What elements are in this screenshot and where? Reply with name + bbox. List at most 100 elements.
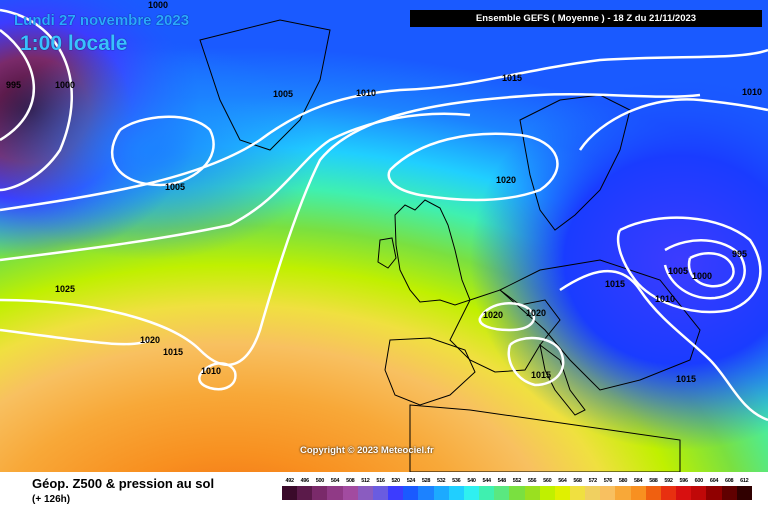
isobar-label: 1015 <box>605 279 625 289</box>
scale-label: 520 <box>391 478 401 484</box>
scale-label: 548 <box>497 478 507 484</box>
scale-swatch <box>418 486 434 500</box>
scale-swatch <box>494 486 510 500</box>
scale-label: 496 <box>300 478 310 484</box>
isobar-label: 1010 <box>356 88 376 98</box>
map-title: Géop. Z500 & pression au sol <box>32 476 215 491</box>
scale-label: 576 <box>603 478 613 484</box>
scale-label: 544 <box>482 478 491 484</box>
isobar-1000-west <box>0 8 74 192</box>
scale-label: 504 <box>330 478 340 484</box>
coastlines <box>199 19 701 472</box>
scale-swatch <box>524 486 540 500</box>
scale-swatch <box>433 486 449 500</box>
scale-label: 492 <box>285 478 294 484</box>
scale-label: 560 <box>543 478 552 484</box>
scale-bar <box>282 486 752 500</box>
scale-label: 508 <box>346 478 355 484</box>
scale-label: 568 <box>573 478 582 484</box>
scale-swatch <box>297 486 313 500</box>
isobar-label: 1005 <box>165 182 185 192</box>
scale-swatch <box>342 486 358 500</box>
isobar-1020-west <box>0 328 151 346</box>
isobar-label: 1015 <box>531 370 551 380</box>
scale-label: 604 <box>709 478 719 484</box>
scale-swatch <box>736 486 752 500</box>
isobar-label: 1010 <box>742 87 762 97</box>
scale-swatch <box>282 486 298 500</box>
scale-label: 592 <box>664 478 673 484</box>
italy-outline <box>539 343 586 416</box>
central-europe-outline <box>499 259 701 391</box>
isobar-label: 1005 <box>273 89 293 99</box>
isobar-1015 <box>0 93 701 367</box>
isobar-label: 1005 <box>668 266 688 276</box>
scale-swatch <box>554 486 570 500</box>
trough-atlantic <box>0 40 320 260</box>
scale-swatch <box>676 486 692 500</box>
scandinavia-outline <box>519 94 631 231</box>
scale-label: 516 <box>376 478 385 484</box>
isobar-label: 1020 <box>496 175 516 185</box>
scale-swatch <box>615 486 631 500</box>
scale-label: 528 <box>421 478 431 484</box>
scale-swatch <box>463 486 480 500</box>
copyright-notice: Copyright © 2023 Meteociel.fr <box>300 445 434 456</box>
isobar-label: 1020 <box>140 335 160 345</box>
greenland-outline <box>199 19 331 151</box>
scale-swatch <box>479 486 495 500</box>
scale-swatch <box>357 486 373 500</box>
scale-label: 600 <box>694 478 704 484</box>
isobar-label: 1010 <box>201 366 221 376</box>
scale-swatch <box>630 486 646 500</box>
great-britain-outline <box>394 199 471 306</box>
scale-label: 584 <box>634 478 643 484</box>
isobars <box>0 8 768 422</box>
isobar-1005-north <box>0 48 768 212</box>
isobar-label: 995 <box>6 80 21 90</box>
scale-swatch <box>645 486 661 500</box>
isobar-label: 1020 <box>526 308 546 318</box>
isobar-1005-east <box>616 216 762 314</box>
scale-swatch <box>600 486 616 500</box>
scale-swatch <box>706 486 722 500</box>
scale-label: 556 <box>527 478 537 484</box>
scale-swatch <box>388 486 404 500</box>
local-time: 1:00 locale <box>20 32 128 55</box>
north-africa-outline <box>409 404 681 472</box>
isobar-label: 1010 <box>655 294 675 304</box>
scale-label: 532 <box>437 478 446 484</box>
isobar-1015-balkans <box>559 269 768 422</box>
isobar-label: 1000 <box>55 80 75 90</box>
scale-label: 608 <box>724 478 734 484</box>
isobar-label: 995 <box>732 249 747 259</box>
scale-swatch <box>448 486 464 500</box>
geopotential-map: 995 1000 1000 1005 1010 1015 1005 1020 1… <box>0 0 768 472</box>
model-run-banner: Ensemble GEFS ( Moyenne ) - 18 Z du 21/1… <box>410 10 762 27</box>
scale-label: 564 <box>558 478 567 484</box>
isobar-labels: 995 1000 1000 1005 1010 1015 1005 1020 1… <box>6 0 762 384</box>
low-pressure-east <box>470 70 768 450</box>
isobar-1000-east <box>663 239 746 300</box>
isobar-1020-north-sea <box>387 132 559 202</box>
scale-swatch <box>585 486 601 500</box>
ireland-outline <box>377 237 397 269</box>
scale-swatch <box>403 486 419 500</box>
scale-swatch <box>691 486 707 500</box>
scale-label: 500 <box>315 478 325 484</box>
isobar-label: 1000 <box>148 0 168 10</box>
isobar-1015-italy <box>507 336 565 387</box>
isobar-label: 1025 <box>55 284 75 294</box>
scale-label: 552 <box>512 478 522 484</box>
isobar-995-west <box>0 29 36 142</box>
scale-labels: 492 496 500 504 508 512 516 520 524 528 532 536 540 5… <box>282 478 752 484</box>
isobar-label: 1020 <box>483 310 503 320</box>
isobar-1010-azores <box>198 362 237 391</box>
isobar-1010-scandinavia <box>578 98 768 151</box>
scale-label: 536 <box>452 478 461 484</box>
isobar-label: 1015 <box>676 374 696 384</box>
scale-swatch <box>569 486 586 500</box>
scale-swatch <box>721 486 737 500</box>
scale-label: 612 <box>740 478 749 484</box>
scale-label: 540 <box>467 478 476 484</box>
